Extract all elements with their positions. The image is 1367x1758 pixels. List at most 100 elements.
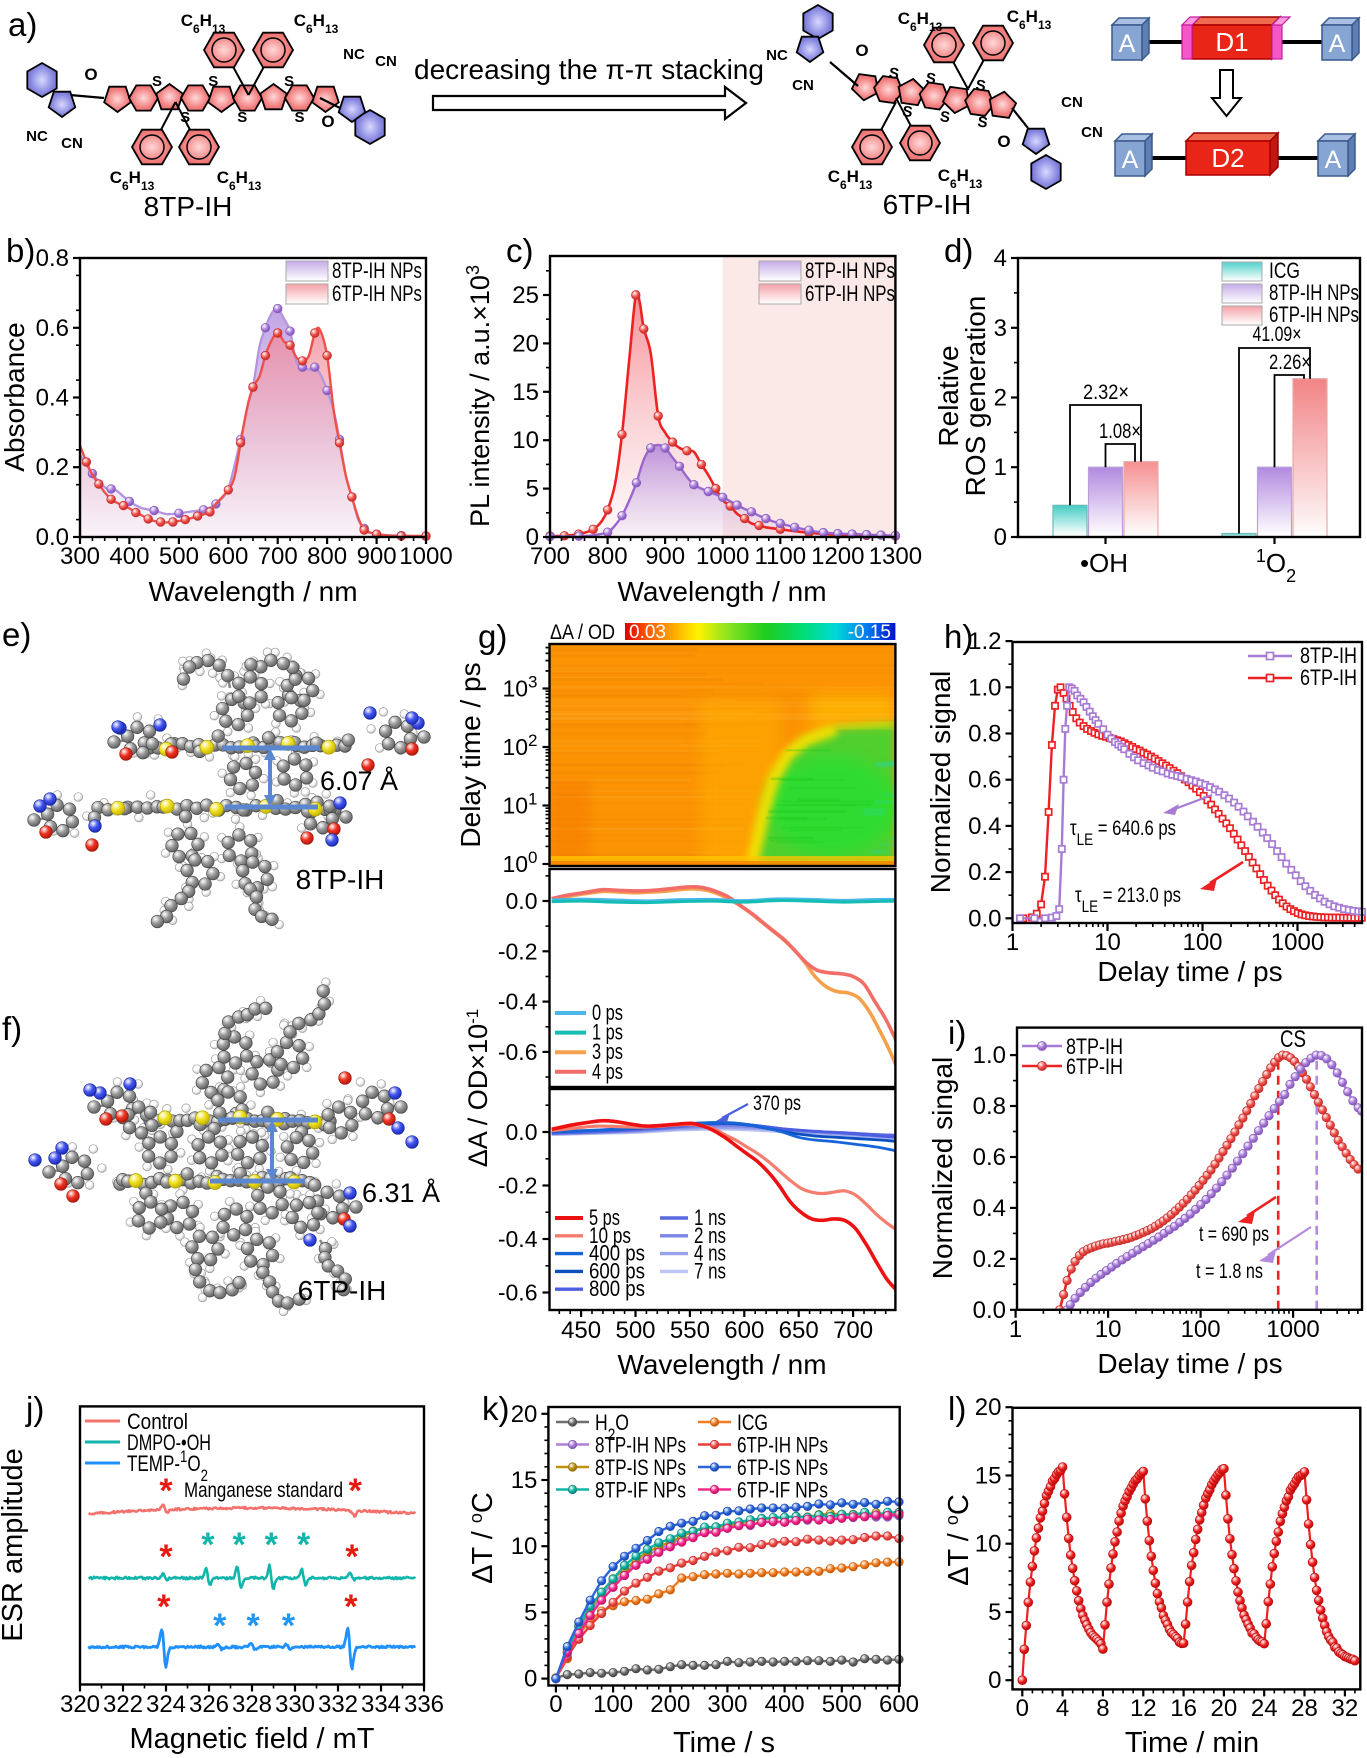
- svg-text:10: 10: [1095, 1316, 1122, 1343]
- svg-text:NC: NC: [26, 128, 48, 145]
- svg-text:ΔA / OD: ΔA / OD: [550, 621, 615, 644]
- svg-text:CS: CS: [1280, 1026, 1306, 1053]
- svg-text:28: 28: [1291, 1695, 1318, 1722]
- svg-text:700: 700: [530, 543, 570, 570]
- svg-text:0: 0: [988, 1667, 1001, 1694]
- svg-text:Time / min: Time / min: [1125, 1727, 1259, 1758]
- svg-text:ICG: ICG: [1269, 258, 1300, 283]
- svg-text:Time / s: Time / s: [673, 1727, 775, 1758]
- svg-text:ΔA / OD×10-1: ΔA / OD×10-1: [463, 1009, 494, 1167]
- svg-text:S: S: [925, 70, 937, 88]
- svg-text:0.8: 0.8: [973, 1093, 1006, 1120]
- svg-text:2: 2: [994, 385, 1007, 412]
- svg-text:4 ps: 4 ps: [592, 1059, 623, 1084]
- svg-text:102: 102: [502, 731, 537, 761]
- svg-text:b): b): [6, 232, 35, 269]
- svg-text:h): h): [944, 618, 973, 655]
- svg-text:8TP-IH NPs: 8TP-IH NPs: [805, 258, 895, 283]
- svg-text:6.07 Å: 6.07 Å: [320, 765, 398, 796]
- svg-text:6TP-IH: 6TP-IH: [883, 189, 972, 220]
- svg-text:900: 900: [357, 543, 397, 570]
- svg-text:O: O: [997, 132, 1010, 151]
- svg-text:0.4: 0.4: [968, 813, 1001, 840]
- svg-text:1100: 1100: [754, 543, 806, 570]
- svg-text:0.4: 0.4: [973, 1195, 1006, 1222]
- svg-text:*: *: [213, 1607, 227, 1645]
- svg-text:5 ps: 5 ps: [589, 1205, 620, 1230]
- svg-text:6TP-IH NPs: 6TP-IH NPs: [805, 281, 895, 306]
- svg-text:1.08×: 1.08×: [1099, 420, 1141, 443]
- svg-text:S: S: [294, 109, 304, 126]
- svg-text:0 ps: 0 ps: [592, 1000, 623, 1025]
- svg-text:10: 10: [511, 1533, 538, 1560]
- svg-text:0: 0: [526, 524, 539, 551]
- svg-text:2 ns: 2 ns: [694, 1223, 726, 1248]
- svg-text:Manganese standard: Manganese standard: [184, 1479, 343, 1502]
- svg-text:6TP-IH: 6TP-IH: [1066, 1054, 1123, 1079]
- svg-text:1.2: 1.2: [968, 628, 1001, 655]
- svg-text:100: 100: [1182, 929, 1222, 956]
- svg-text:8TP-IH NPs: 8TP-IH NPs: [595, 1433, 686, 1458]
- svg-text:7 ns: 7 ns: [694, 1258, 726, 1283]
- svg-text:800: 800: [307, 543, 347, 570]
- svg-text:CN: CN: [375, 53, 397, 70]
- svg-text:A: A: [1329, 30, 1346, 58]
- svg-text:4 ns: 4 ns: [694, 1241, 726, 1266]
- svg-text:700: 700: [833, 1317, 873, 1344]
- svg-text:S: S: [284, 73, 294, 90]
- svg-text:*: *: [159, 1472, 173, 1510]
- svg-text:0.6: 0.6: [36, 315, 69, 342]
- svg-text:c): c): [506, 232, 534, 269]
- svg-text:100: 100: [593, 1691, 633, 1718]
- svg-text:600 ps: 600 ps: [589, 1258, 645, 1283]
- svg-text:DMPO-•OH: DMPO-•OH: [127, 1430, 211, 1455]
- svg-text:0: 0: [1016, 1695, 1029, 1722]
- svg-text:8: 8: [1096, 1695, 1109, 1722]
- svg-text:8TP-IH: 8TP-IH: [1300, 643, 1357, 668]
- svg-text:1200: 1200: [811, 543, 864, 570]
- svg-text:ΔT / oC: ΔT / oC: [466, 1492, 499, 1584]
- svg-text:CN: CN: [61, 135, 83, 152]
- svg-text:0.03: 0.03: [629, 622, 666, 643]
- svg-text:370 ps: 370 ps: [753, 1092, 801, 1115]
- svg-text:500: 500: [615, 1317, 655, 1344]
- svg-text:100: 100: [1181, 1316, 1221, 1343]
- svg-text:600: 600: [724, 1317, 764, 1344]
- svg-text:322: 322: [103, 1691, 143, 1718]
- svg-text:g): g): [478, 618, 507, 655]
- svg-text:328: 328: [232, 1691, 272, 1718]
- svg-text:*: *: [265, 1526, 279, 1564]
- svg-text:6TP-IH: 6TP-IH: [298, 1275, 387, 1306]
- svg-text:ICG: ICG: [737, 1410, 768, 1435]
- svg-text:334: 334: [361, 1691, 401, 1718]
- svg-text:d): d): [944, 232, 973, 269]
- svg-text:-0.4: -0.4: [498, 1226, 538, 1252]
- svg-text:e): e): [2, 616, 31, 653]
- svg-text:103: 103: [502, 672, 537, 702]
- svg-text:Control: Control: [127, 1409, 188, 1434]
- svg-text:1000: 1000: [1271, 929, 1324, 956]
- svg-text:5: 5: [526, 476, 539, 503]
- svg-text:200: 200: [650, 1691, 690, 1718]
- svg-text:8TP-IH NPs: 8TP-IH NPs: [332, 258, 422, 283]
- svg-text:1300: 1300: [869, 543, 922, 570]
- svg-text:-0.6: -0.6: [498, 1039, 538, 1065]
- svg-text:Normalized signal: Normalized signal: [925, 671, 956, 894]
- svg-text:400: 400: [109, 543, 149, 570]
- svg-text:ΔT / oC: ΔT / oC: [942, 1494, 975, 1586]
- svg-text:Normalized singal: Normalized singal: [927, 1057, 958, 1280]
- svg-text:1: 1: [994, 454, 1007, 481]
- svg-text:300: 300: [60, 543, 100, 570]
- svg-text:6TP-IF NPs: 6TP-IF NPs: [737, 1478, 828, 1503]
- svg-text:1.0: 1.0: [968, 674, 1001, 701]
- svg-text:800 ps: 800 ps: [589, 1276, 645, 1301]
- svg-text:6TP-IH NPs: 6TP-IH NPs: [1269, 302, 1359, 327]
- svg-text:*: *: [297, 1526, 311, 1564]
- svg-text:PL intensity / a.u.×103: PL intensity / a.u.×103: [463, 265, 495, 527]
- svg-text:O: O: [321, 112, 334, 131]
- svg-text:8TP-IS NPs: 8TP-IS NPs: [595, 1455, 686, 1480]
- svg-text:6TP-IH NPs: 6TP-IH NPs: [332, 281, 422, 306]
- svg-text:*: *: [345, 1538, 359, 1576]
- svg-text:decreasing the π-π stacking: decreasing the π-π stacking: [414, 54, 764, 85]
- svg-text:f): f): [2, 1010, 22, 1047]
